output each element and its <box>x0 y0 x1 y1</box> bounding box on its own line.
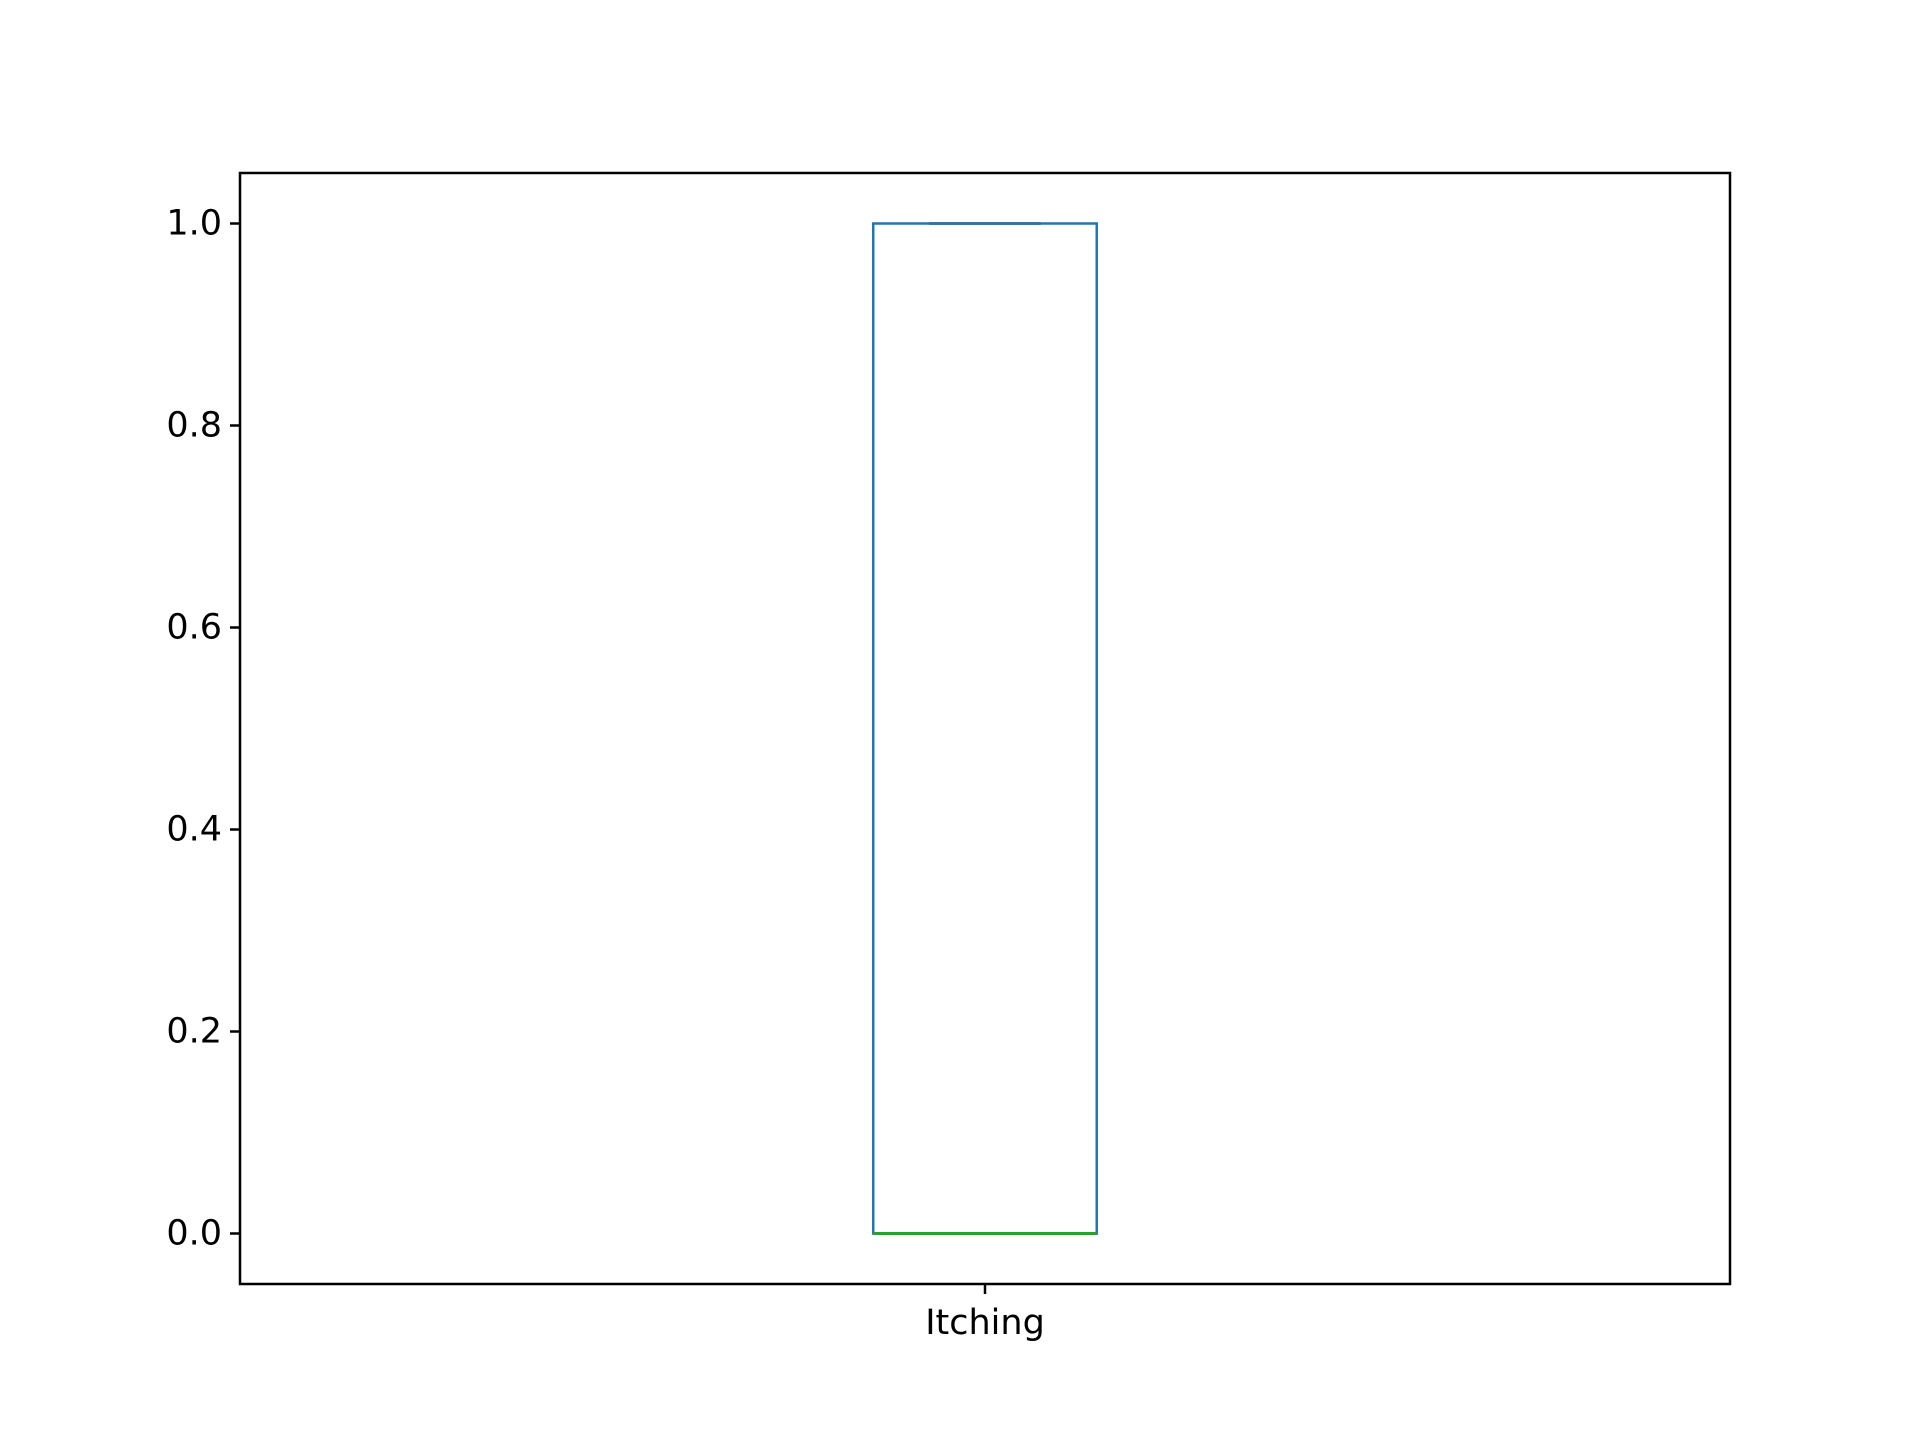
y-tick-label: 0.6 <box>166 608 222 648</box>
x-tick-label: Itching <box>925 1303 1045 1343</box>
x-axis: Itching <box>925 1284 1045 1343</box>
y-tick-label: 0.2 <box>166 1012 222 1052</box>
y-axis: 0.0 0.2 0.4 0.6 0.8 1.0 <box>166 204 240 1254</box>
plot-frame <box>238 171 1732 1286</box>
y-tick-label: 0.0 <box>166 1214 222 1254</box>
y-tick-label: 0.4 <box>166 810 222 850</box>
y-tick-label: 1.0 <box>166 204 222 244</box>
y-tick-label: 0.8 <box>166 406 222 446</box>
plot-area <box>240 173 1730 1284</box>
boxes-group <box>872 222 1098 1235</box>
